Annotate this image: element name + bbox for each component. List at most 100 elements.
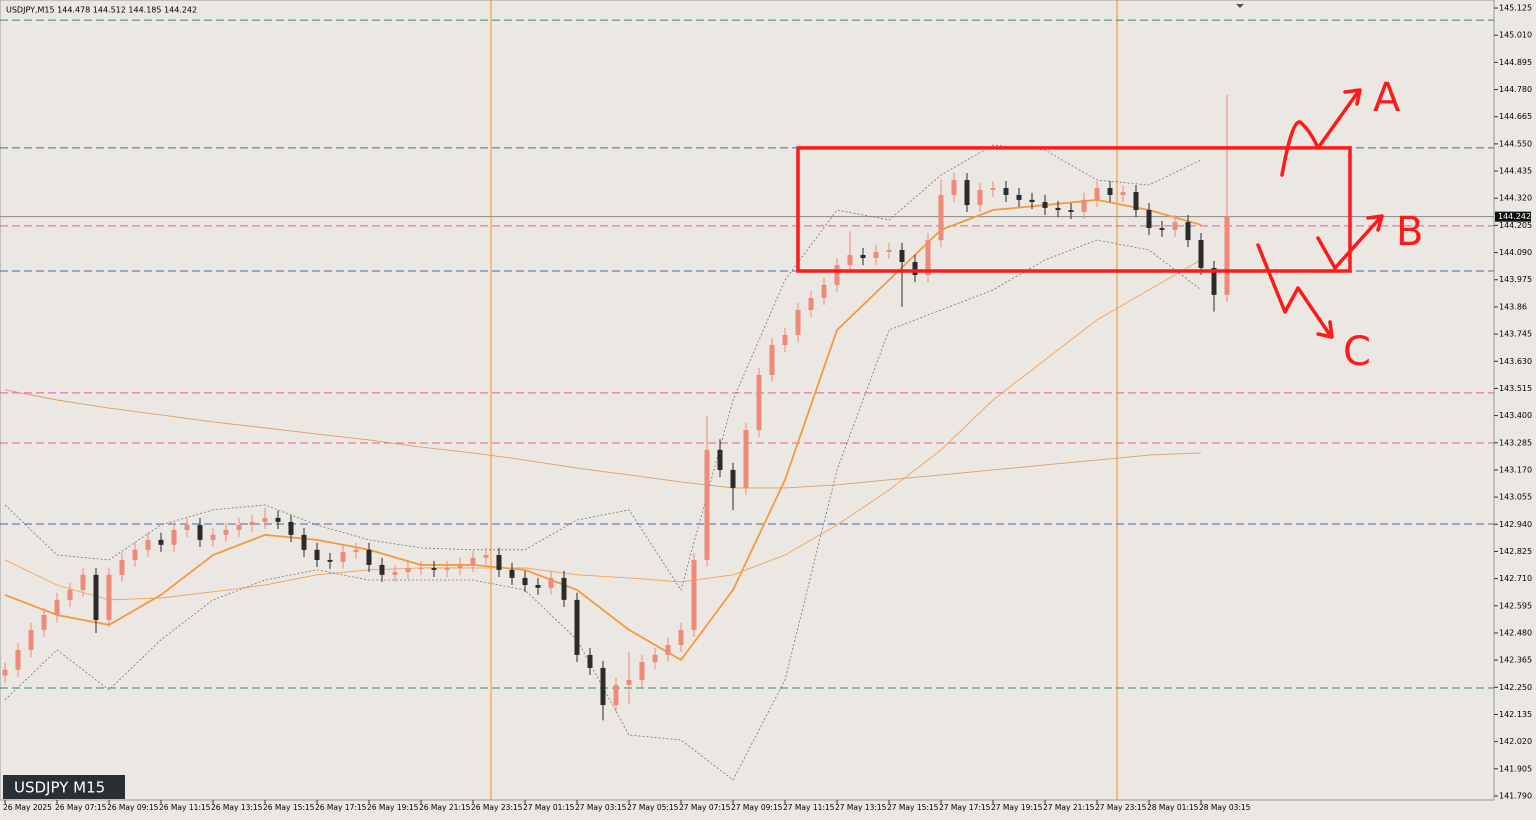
candle-body [1055, 207, 1061, 211]
candle-body [145, 539, 151, 550]
candle-body [54, 599, 60, 616]
candle-body [366, 549, 372, 565]
candle-body [236, 524, 242, 530]
candle-body [808, 297, 814, 310]
arrow-c [1256, 243, 1334, 339]
candle-body [470, 557, 476, 565]
y-tick-label: 143.400 [1499, 411, 1532, 420]
x-tick-label: 27 May 07:15 [679, 803, 731, 812]
candle-body [496, 554, 502, 570]
candle-body [340, 551, 346, 562]
candle-body [171, 529, 177, 545]
candle-body [951, 180, 957, 195]
candle-body [1029, 199, 1035, 203]
x-tick-label: 28 May 03:15 [1199, 803, 1251, 812]
x-tick-label: 28 May 01:15 [1147, 803, 1199, 812]
x-tick-label: 27 May 15:15 [887, 803, 939, 812]
candle-body [873, 251, 879, 259]
candle-body [613, 684, 619, 706]
candle-body [1211, 267, 1217, 295]
candle-body [405, 567, 411, 573]
y-tick-label: 144.205 [1499, 221, 1532, 230]
x-tick-label: 27 May 21:15 [1043, 803, 1095, 812]
candle-body [132, 549, 138, 560]
overlay-line [4, 259, 1202, 601]
plot-area [0, 0, 1495, 801]
y-tick-label: 142.940 [1499, 520, 1532, 529]
candle-body [483, 554, 489, 558]
x-tick-label: 27 May 13:15 [835, 803, 887, 812]
y-tick-label: 144.435 [1499, 167, 1532, 176]
candle-body [379, 564, 385, 575]
x-tick-label: 26 May 2025 [3, 803, 52, 812]
candle-body [197, 524, 203, 540]
candle-body [678, 629, 684, 646]
x-tick-label: 26 May 11:15 [159, 803, 211, 812]
candle-body [210, 534, 216, 540]
candle-body [912, 262, 918, 276]
overlay-line [4, 389, 1202, 489]
y-tick-label: 141.905 [1499, 764, 1532, 773]
candle-body [15, 649, 21, 670]
overlays [0, 19, 1494, 781]
candle-body [314, 549, 320, 560]
y-tick-label: 142.480 [1499, 628, 1532, 637]
candle-body [392, 572, 398, 575]
candle-body [834, 265, 840, 285]
y-tick-label: 142.020 [1499, 737, 1532, 746]
annotation: A [1373, 75, 1401, 121]
y-tick-label: 143.745 [1499, 330, 1532, 339]
y-tick-label: 143.515 [1499, 384, 1532, 393]
badge: USDJPY M15 [14, 779, 105, 797]
candle-body [262, 517, 268, 522]
y-tick-label: 142.365 [1499, 656, 1532, 665]
candle-body [756, 374, 762, 431]
y-tick-label: 144.550 [1499, 139, 1532, 148]
candle-body [431, 567, 437, 570]
candle-body [327, 559, 333, 562]
candle-body [886, 249, 892, 252]
candle-body [67, 589, 73, 600]
candle-body [990, 188, 996, 190]
candle-body [964, 180, 970, 206]
candle-body [626, 679, 632, 685]
y-tick-label: 144.090 [1499, 248, 1532, 257]
candle-body [457, 564, 463, 568]
x-tick-label: 26 May 17:15 [315, 803, 367, 812]
y-tick-label: 144.320 [1499, 194, 1532, 203]
x-tick-label: 27 May 03:15 [575, 803, 627, 812]
candle-body [574, 599, 580, 655]
candle-body [28, 629, 34, 650]
hand-drawing [1256, 88, 1384, 339]
y-tick-label: 143.630 [1499, 357, 1532, 366]
y-tick-label: 145.010 [1499, 31, 1532, 40]
candle-body [249, 521, 255, 525]
shift-marker [1236, 4, 1244, 8]
x-tick-label: 27 May 17:15 [939, 803, 991, 812]
x-tick-label: 26 May 13:15 [211, 803, 263, 812]
candle-body [184, 524, 190, 530]
candle-body [1042, 202, 1048, 208]
candle-body [1016, 194, 1022, 200]
candle-body [1185, 222, 1191, 241]
candle-body [2, 669, 8, 676]
x-tick-label: 27 May 19:15 [991, 803, 1043, 812]
x-tick-label: 27 May 09:15 [731, 803, 783, 812]
x-tick-label: 26 May 19:15 [367, 803, 419, 812]
x-tick-label: 26 May 15:15 [263, 803, 315, 812]
y-tick-label: 145.125 [1499, 4, 1532, 13]
y-tick-label: 143.055 [1499, 493, 1532, 502]
price-label: 144.242 [1498, 212, 1531, 221]
candle-body [821, 284, 827, 298]
overlay-line [4, 198, 1202, 662]
candle-body [353, 549, 359, 552]
candle-body [587, 654, 593, 668]
x-tick-label: 27 May 23:15 [1095, 803, 1147, 812]
candle-body [977, 189, 983, 206]
candles [2, 94, 1230, 721]
candle-body [925, 240, 931, 276]
candle-body [1159, 227, 1165, 230]
candle-body [860, 254, 866, 259]
y-tick-label: 144.895 [1499, 58, 1532, 67]
